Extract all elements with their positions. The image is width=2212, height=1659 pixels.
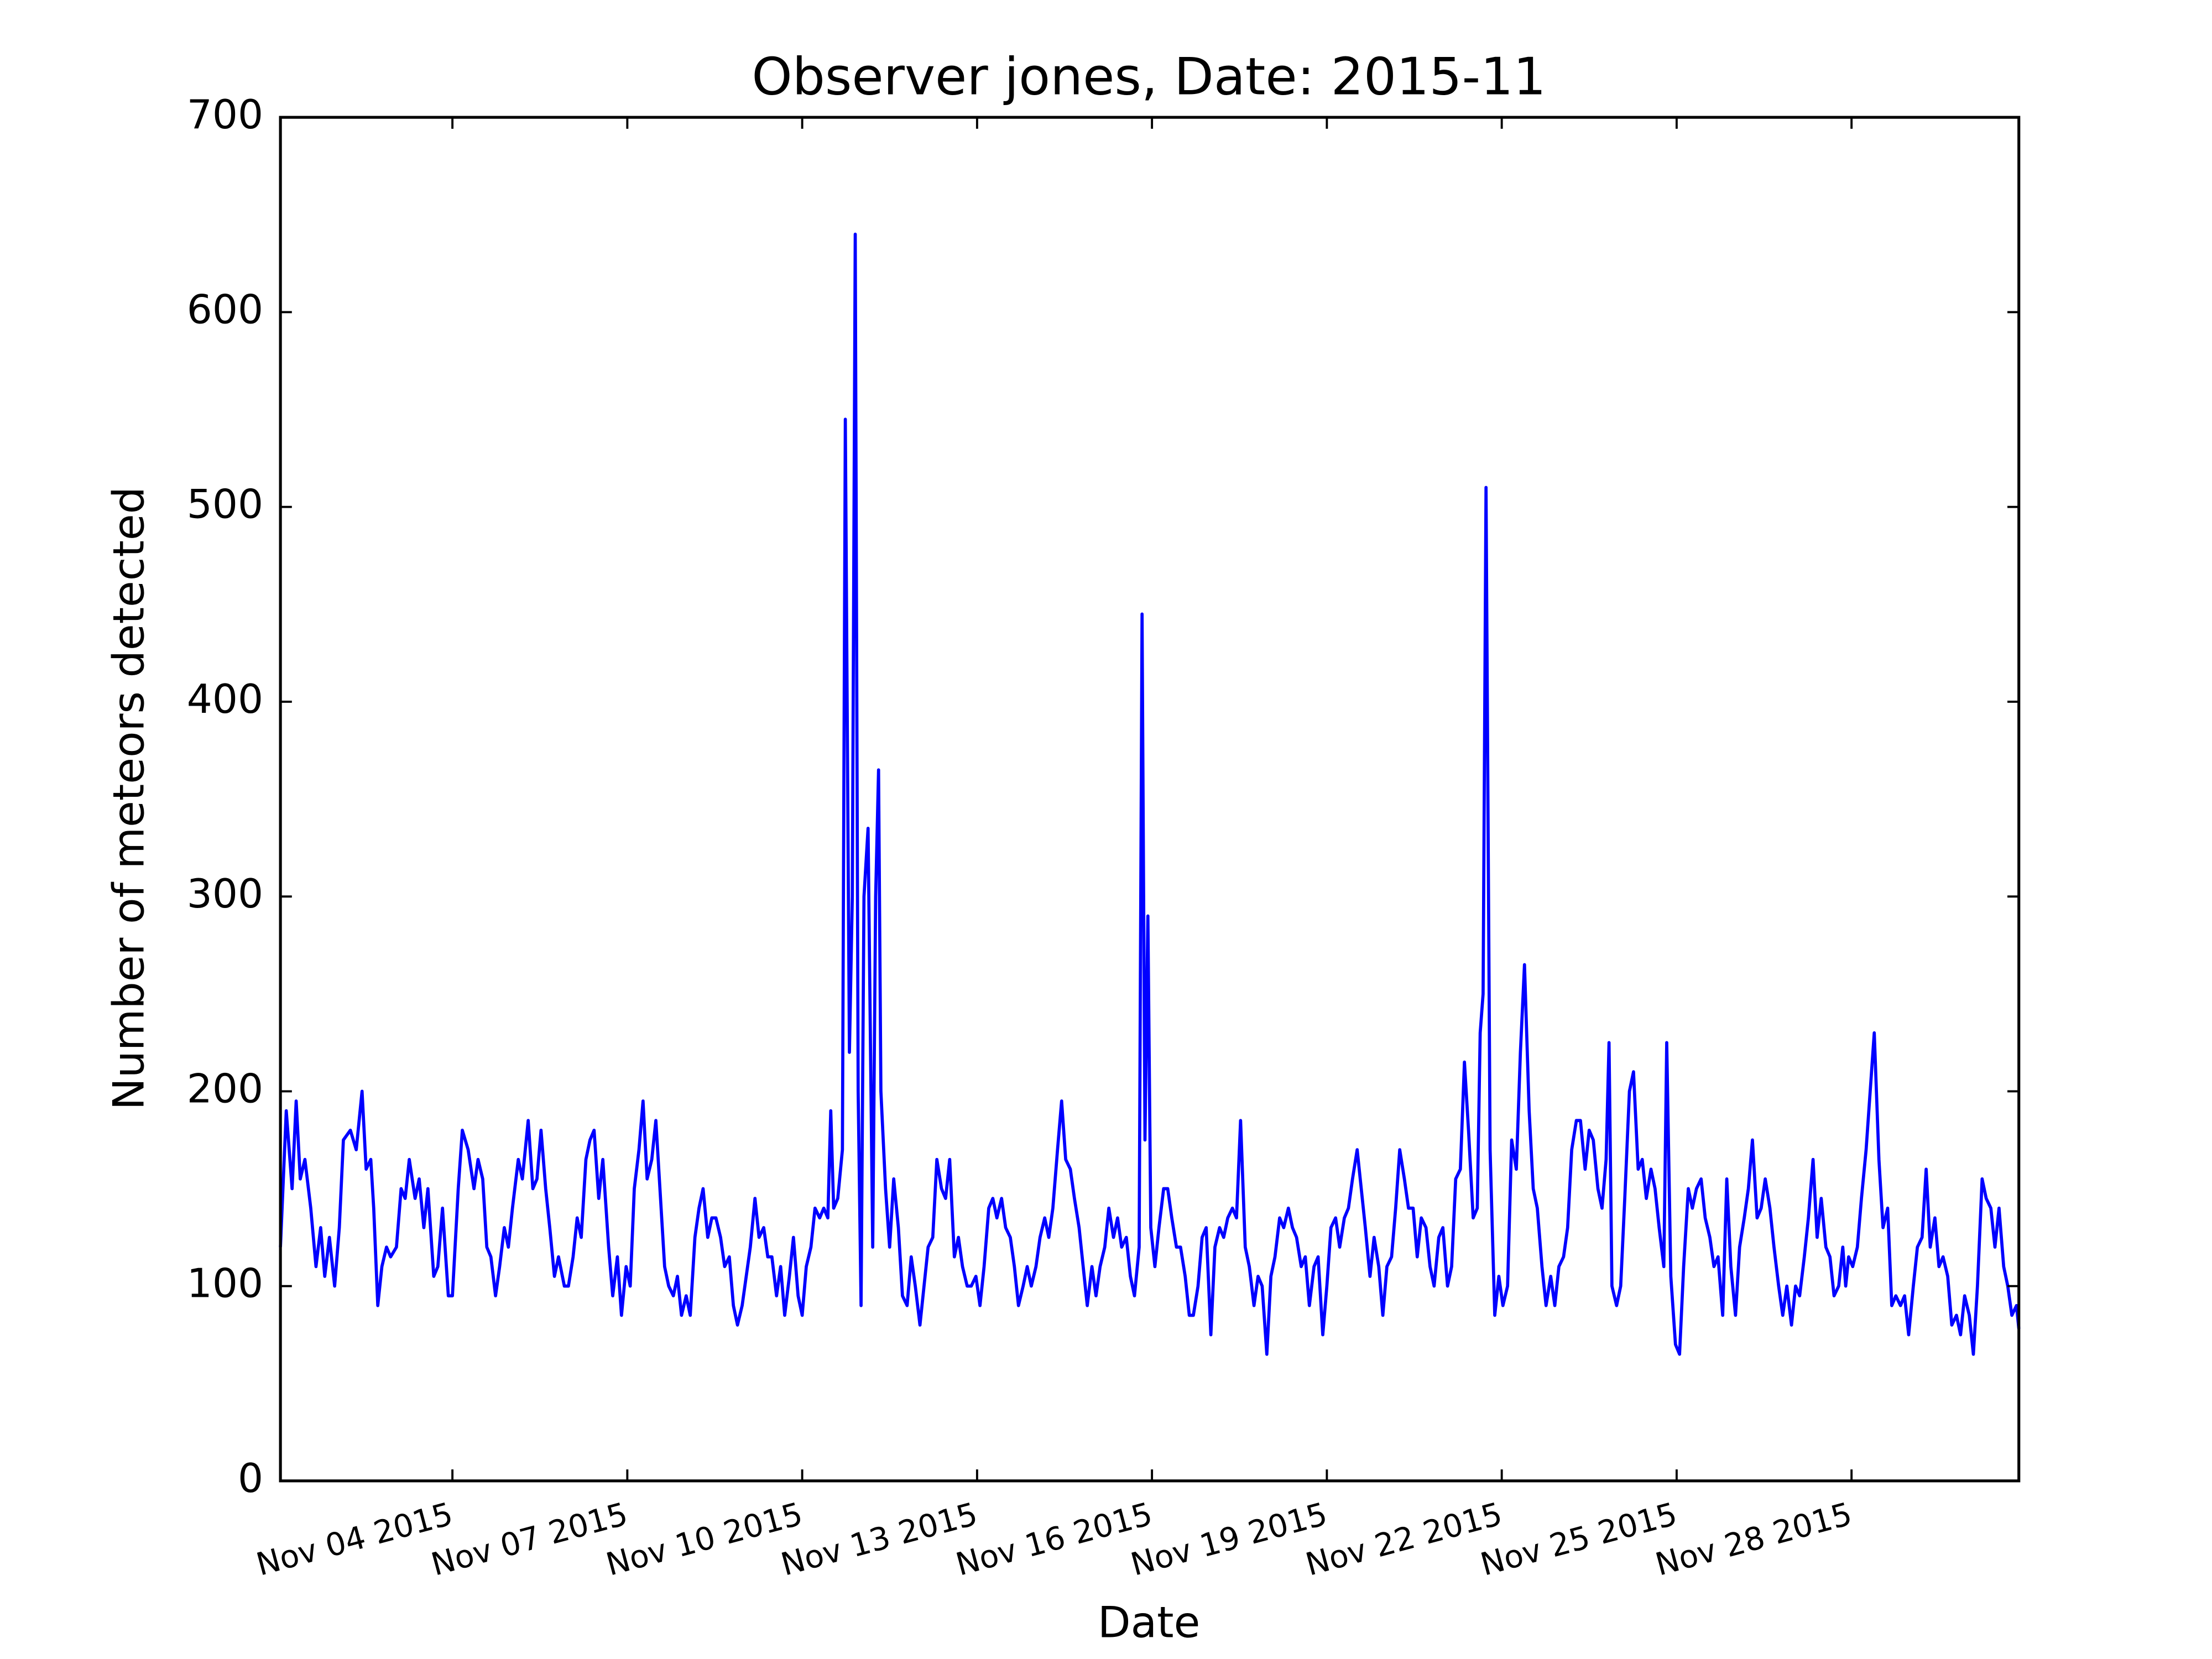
data-line (279, 232, 2021, 1356)
y-tick-label: 500 (187, 482, 263, 528)
y-tick-label: 0 (238, 1455, 263, 1502)
y-tick-label: 700 (187, 92, 263, 138)
x-axis-label: Date (1098, 1598, 1200, 1648)
plot-frame (279, 116, 2021, 1483)
chart-title: Observer jones, Date: 2015-11 (752, 46, 1546, 106)
y-tick-label: 100 (187, 1261, 263, 1307)
y-tick-label: 200 (187, 1066, 263, 1112)
y-tick-label: 400 (187, 676, 263, 723)
y-axis-label: Number of meteors detected (105, 487, 154, 1110)
y-tick-label: 600 (187, 286, 263, 333)
y-tick-label: 300 (187, 871, 263, 917)
